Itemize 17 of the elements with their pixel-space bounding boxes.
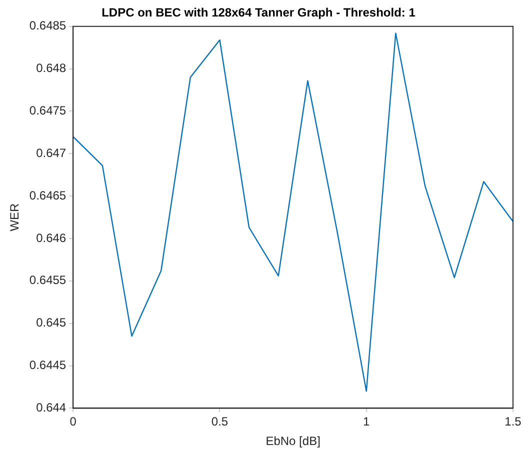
x-tick-label: 0.5 [211, 414, 228, 429]
y-tick-label: 0.648 [36, 61, 66, 76]
y-axis-title: WER [8, 202, 22, 232]
y-tick-label: 0.6455 [29, 273, 66, 288]
y-tick-label: 0.6475 [29, 104, 66, 118]
y-tick-label: 0.645 [36, 316, 66, 330]
x-tick-label: 1 [363, 414, 370, 429]
y-tick-label: 0.6485 [29, 18, 66, 33]
x-tick-label: 0 [70, 414, 77, 429]
x-axis-title: EbNo [dB] [266, 434, 320, 448]
x-tick-label: 1.5 [504, 414, 522, 429]
y-tick-label: 0.6465 [29, 188, 66, 202]
chart-title: LDPC on BEC with 128x64 Tanner Graph - Threshold: 1 [102, 6, 416, 20]
y-tick-label: 0.6445 [29, 358, 66, 372]
y-tick-label: 0.646 [36, 230, 66, 245]
y-tick-label: 0.644 [36, 400, 66, 415]
y-tick-label: 0.647 [36, 146, 66, 160]
